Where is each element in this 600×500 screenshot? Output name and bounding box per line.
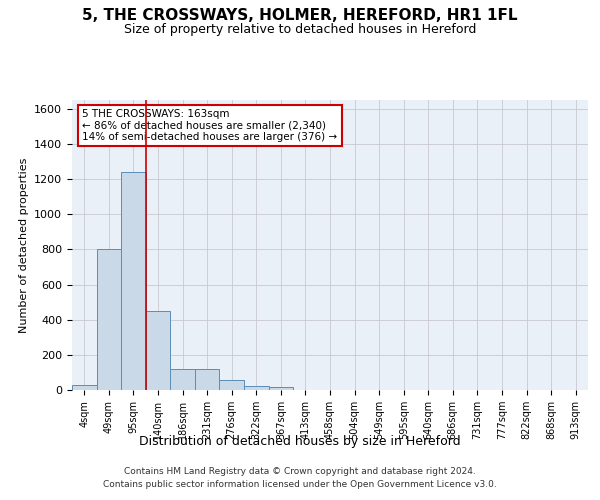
Bar <box>195 369 220 390</box>
Y-axis label: Number of detached properties: Number of detached properties <box>19 158 29 332</box>
Text: Contains public sector information licensed under the Open Government Licence v3: Contains public sector information licen… <box>103 480 497 489</box>
Text: Distribution of detached houses by size in Hereford: Distribution of detached houses by size … <box>139 435 461 448</box>
Bar <box>244 386 269 390</box>
Bar <box>146 311 170 390</box>
Text: 5 THE CROSSWAYS: 163sqm
← 86% of detached houses are smaller (2,340)
14% of semi: 5 THE CROSSWAYS: 163sqm ← 86% of detache… <box>82 108 337 142</box>
Bar <box>97 250 121 390</box>
Text: Contains HM Land Registry data © Crown copyright and database right 2024.: Contains HM Land Registry data © Crown c… <box>124 468 476 476</box>
Bar <box>170 369 195 390</box>
Text: Size of property relative to detached houses in Hereford: Size of property relative to detached ho… <box>124 22 476 36</box>
Text: 5, THE CROSSWAYS, HOLMER, HEREFORD, HR1 1FL: 5, THE CROSSWAYS, HOLMER, HEREFORD, HR1 … <box>82 8 518 22</box>
Bar <box>121 172 146 390</box>
Bar <box>220 380 244 390</box>
Bar <box>72 384 97 390</box>
Bar <box>269 388 293 390</box>
